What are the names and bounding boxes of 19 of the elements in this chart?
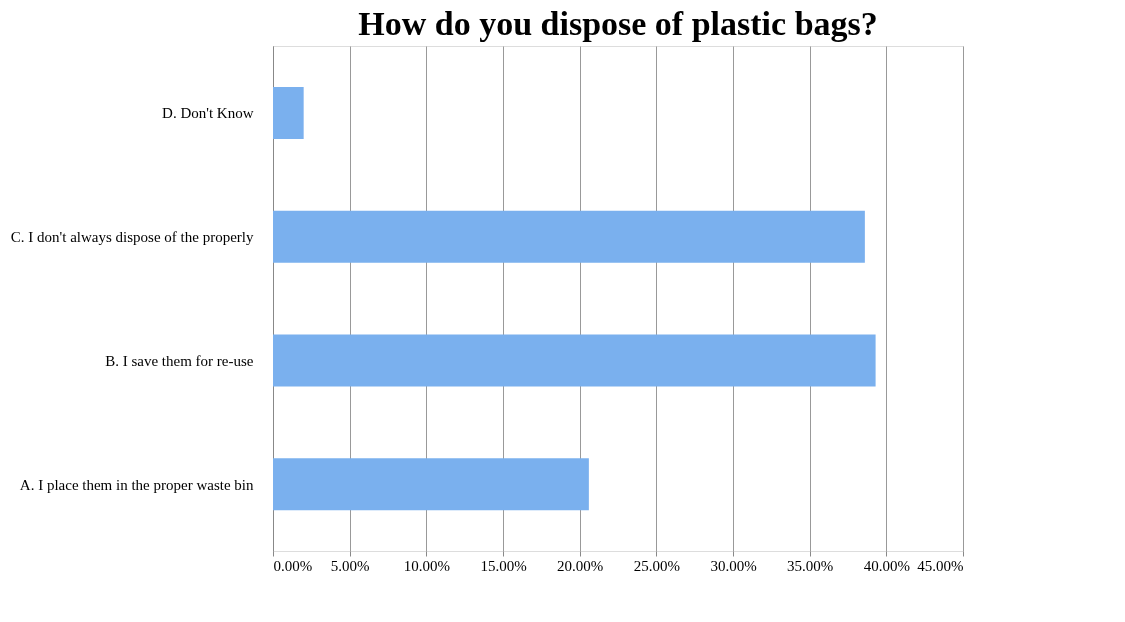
bar	[273, 210, 865, 263]
y-tick-label: C. I don't always dispose of the properly	[10, 229, 254, 246]
bar	[273, 458, 589, 511]
chart-title: How do you dispose of plastic bags?	[358, 5, 878, 42]
y-tick-label: B. I save them for re-use	[105, 352, 254, 369]
x-tick-label: 30.00%	[710, 557, 757, 574]
x-tick-label: 10.00%	[403, 557, 450, 574]
x-tick-label: 35.00%	[787, 557, 834, 574]
x-tick-label: 40.00%	[863, 557, 910, 574]
x-tick-label: 45.00%	[917, 557, 964, 574]
bar	[273, 86, 304, 139]
bar	[273, 334, 876, 387]
x-tick-label: 0.00%	[273, 557, 313, 574]
x-tick-label: 25.00%	[633, 557, 680, 574]
x-tick-label: 20.00%	[557, 557, 604, 574]
x-tick-label: 5.00%	[330, 557, 370, 574]
y-tick-label: D. Don't Know	[162, 105, 254, 122]
x-tick-label: 15.00%	[480, 557, 527, 574]
y-tick-label: A. I place them in the proper waste bin	[19, 476, 254, 493]
